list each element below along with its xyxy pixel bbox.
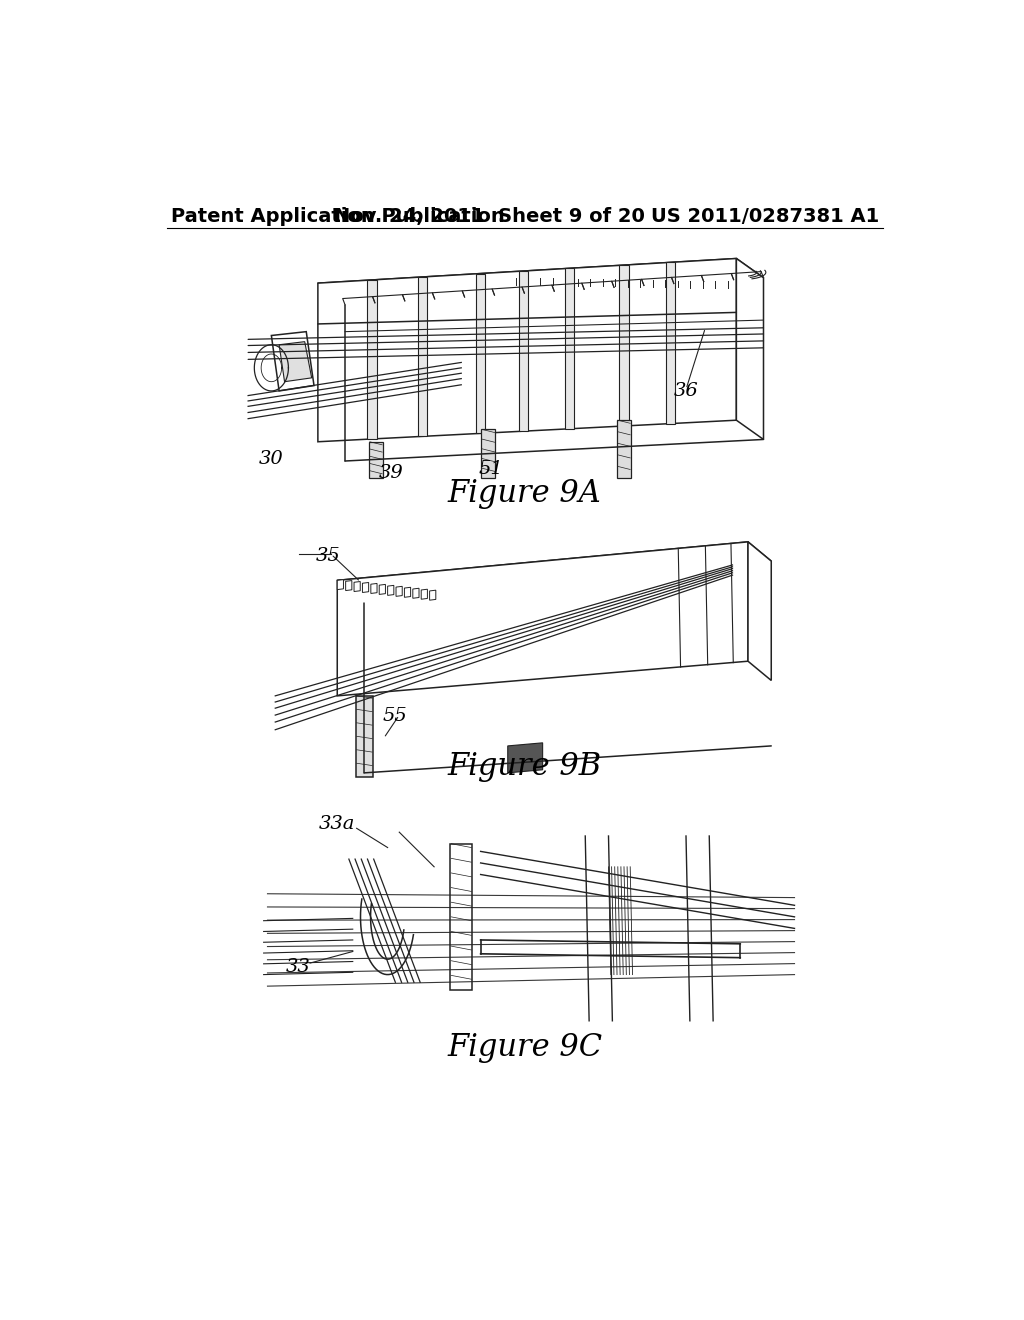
Polygon shape	[404, 587, 411, 597]
Text: 51: 51	[478, 459, 503, 478]
Polygon shape	[317, 259, 736, 442]
Polygon shape	[337, 543, 748, 696]
Polygon shape	[362, 582, 369, 593]
Polygon shape	[451, 843, 472, 990]
Text: Figure 9A: Figure 9A	[447, 478, 602, 508]
Text: Patent Application Publication: Patent Application Publication	[171, 207, 505, 226]
Polygon shape	[388, 585, 394, 595]
Polygon shape	[317, 259, 764, 305]
Polygon shape	[481, 429, 496, 478]
Text: 35: 35	[315, 546, 340, 565]
Text: 33a: 33a	[319, 816, 355, 833]
Polygon shape	[271, 331, 314, 391]
Polygon shape	[421, 589, 427, 599]
Polygon shape	[396, 586, 402, 597]
Text: Nov. 24, 2011  Sheet 9 of 20: Nov. 24, 2011 Sheet 9 of 20	[334, 207, 644, 226]
Polygon shape	[371, 583, 377, 594]
Polygon shape	[337, 543, 771, 603]
Polygon shape	[476, 273, 485, 433]
Polygon shape	[430, 590, 436, 601]
Polygon shape	[748, 543, 771, 681]
Polygon shape	[346, 581, 352, 590]
Text: US 2011/0287381 A1: US 2011/0287381 A1	[650, 207, 879, 226]
Polygon shape	[620, 265, 629, 426]
Text: 30: 30	[259, 450, 284, 467]
Text: 39: 39	[379, 463, 403, 482]
Text: Figure 9C: Figure 9C	[447, 1032, 602, 1063]
Polygon shape	[736, 259, 764, 440]
Polygon shape	[337, 579, 343, 590]
Polygon shape	[280, 342, 311, 381]
Polygon shape	[666, 263, 675, 424]
Polygon shape	[418, 277, 427, 437]
Text: 55: 55	[383, 708, 408, 725]
Polygon shape	[617, 420, 631, 478]
Polygon shape	[368, 280, 377, 440]
Polygon shape	[369, 442, 383, 478]
Polygon shape	[379, 585, 385, 594]
Polygon shape	[508, 743, 543, 774]
Polygon shape	[356, 696, 373, 776]
Text: 33: 33	[286, 958, 311, 975]
Polygon shape	[413, 589, 419, 598]
Text: 36: 36	[674, 381, 698, 400]
Polygon shape	[518, 271, 528, 432]
Text: Figure 9B: Figure 9B	[447, 751, 602, 783]
Polygon shape	[354, 582, 360, 591]
Polygon shape	[565, 268, 574, 429]
